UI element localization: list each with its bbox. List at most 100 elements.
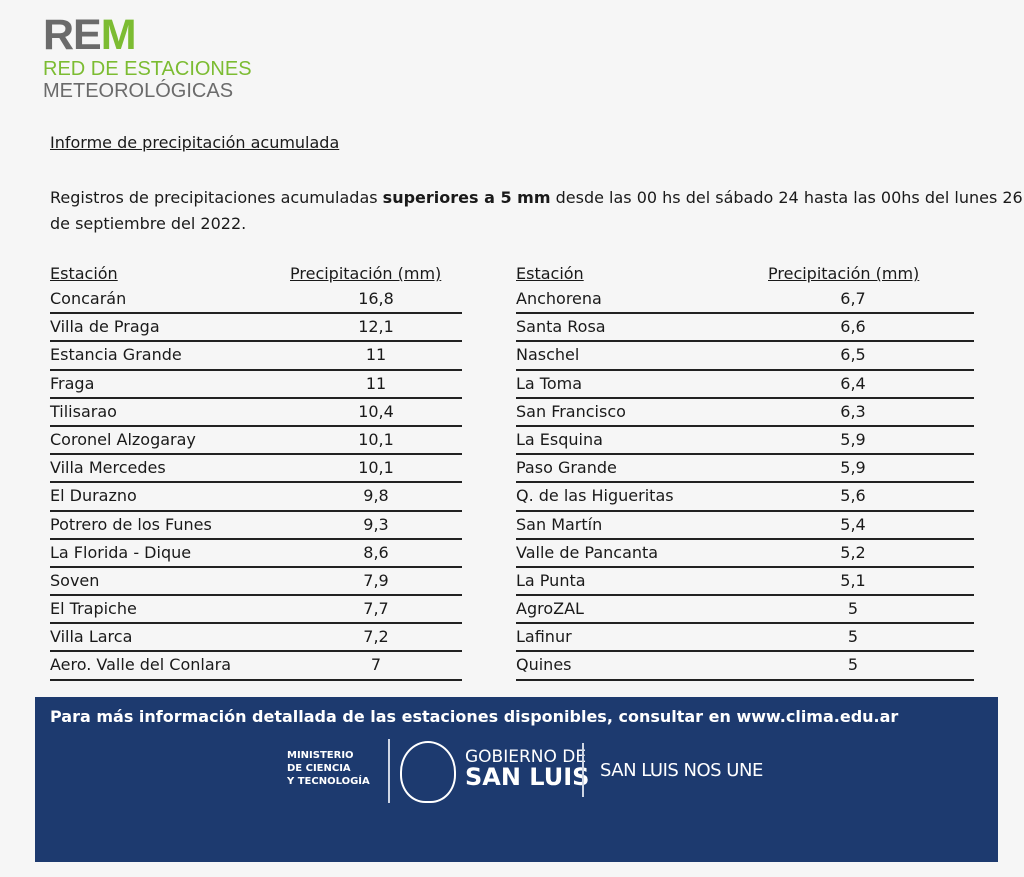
table-row: Quines 5 xyxy=(516,652,974,681)
station-name: Anchorena xyxy=(516,289,602,308)
province-seal-icon xyxy=(400,741,456,803)
table-row: Villa de Praga 12,1 xyxy=(50,314,462,343)
precip-value: 6,7 xyxy=(840,289,866,308)
table-left: Estación Precipitación (mm) Concarán 16,8 V… xyxy=(50,262,462,681)
header-precip: Precipitación (mm) xyxy=(290,264,442,283)
station-name: San Martín xyxy=(516,514,603,534)
report-title: Informe de precipitación acumulada xyxy=(50,133,340,152)
table-row: AgroZAL 5 xyxy=(516,596,974,625)
ministry-logo: MINISTERIO DE CIENCIA Y TECNOLOGÍA xyxy=(287,750,370,787)
banner-text: Para más información detallada de las es… xyxy=(50,707,899,726)
table-row: San Martín 5,4 xyxy=(516,512,974,540)
intro-text: Registros de precipitaciones acumuladas … xyxy=(50,185,1024,237)
table-row: Estancia Grande 11 xyxy=(50,342,462,371)
logo-line1: RED DE ESTACIONES xyxy=(43,58,252,80)
table-right: Estación Precipitación (mm) Anchorena 6,7 S… xyxy=(516,262,974,681)
precip-value: 10,4 xyxy=(358,401,394,421)
precip-value: 5,1 xyxy=(840,570,866,590)
table-row: Villa Larca 7,2 xyxy=(50,624,462,653)
header-precip: Precipitación (mm) xyxy=(768,264,920,283)
info-banner: Para más información detallada de las es… xyxy=(35,697,998,862)
precip-value: 10,1 xyxy=(358,429,394,449)
logo-m: M xyxy=(100,11,137,59)
station-name: Villa Mercedes xyxy=(50,458,166,478)
table-row: Valle de Pancanta 5,2 xyxy=(516,540,974,568)
intro-pre: Registros de precipitaciones acumuladas xyxy=(50,188,383,207)
station-name: Villa Larca xyxy=(50,627,133,647)
table-row: La Florida - Dique 8,6 xyxy=(50,540,462,568)
header-station: Estación xyxy=(516,264,584,283)
precip-value: 7,9 xyxy=(363,570,389,590)
slogan: SAN LUIS NOS UNE xyxy=(600,760,763,781)
station-name: Potrero de los Funes xyxy=(50,514,212,534)
station-name: Santa Rosa xyxy=(516,317,606,337)
table-row: Q. de las Higueritas 5,6 xyxy=(516,483,974,512)
table-row: Soven 7,9 xyxy=(50,568,462,597)
precip-value: 5 xyxy=(847,655,859,675)
table-row: Villa Mercedes 10,1 xyxy=(50,455,462,484)
table-row: Fraga 11 xyxy=(50,371,462,399)
precip-value: 5 xyxy=(847,627,859,647)
table-row: El Durazno 9,8 xyxy=(50,483,462,512)
station-name: La Punta xyxy=(516,570,586,590)
government-logo: GOBIERNO DE SAN LUIS xyxy=(465,747,590,791)
precip-value: 8,6 xyxy=(363,542,389,562)
precip-value: 16,8 xyxy=(358,289,394,308)
station-name: La Toma xyxy=(516,373,583,393)
precip-value: 6,3 xyxy=(840,401,866,421)
station-name: Lafinur xyxy=(516,627,572,647)
station-name: Naschel xyxy=(516,345,580,365)
table-row: San Francisco 6,3 xyxy=(516,399,974,427)
rem-logo: REM RED DE ESTACIONES METEOROLÓGICAS xyxy=(43,11,252,103)
table-row: Naschel 6,5 xyxy=(516,342,974,371)
table-row: Paso Grande 5,9 xyxy=(516,455,974,484)
table-row: La Esquina 5,9 xyxy=(516,427,974,456)
precip-value: 11 xyxy=(365,345,387,365)
station-name: Concarán xyxy=(50,289,127,308)
precip-value: 12,1 xyxy=(358,317,394,337)
station-name: El Trapiche xyxy=(50,599,137,619)
divider xyxy=(388,739,390,803)
precip-value: 5,2 xyxy=(840,542,866,562)
precip-value: 7,7 xyxy=(363,599,389,619)
station-name: La Esquina xyxy=(516,429,603,449)
station-name: AgroZAL xyxy=(516,599,584,619)
station-name: Coronel Alzogaray xyxy=(50,429,196,449)
station-name: Fraga xyxy=(50,373,95,393)
precip-value: 6,6 xyxy=(840,317,866,337)
table-row: Concarán 16,8 xyxy=(50,286,462,315)
station-name: Estancia Grande xyxy=(50,345,182,365)
precip-value: 6,4 xyxy=(840,373,866,393)
precip-value: 10,1 xyxy=(358,458,394,478)
precip-value: 5,9 xyxy=(840,429,866,449)
station-name: Villa de Praga xyxy=(50,317,160,337)
station-name: Soven xyxy=(50,570,100,590)
table-row: Aero. Valle del Conlara 7 xyxy=(50,652,462,681)
precip-value: 7 xyxy=(370,655,382,675)
precip-value: 11 xyxy=(365,373,387,393)
precip-value: 5,4 xyxy=(840,514,866,534)
table-row: Lafinur 5 xyxy=(516,624,974,653)
divider xyxy=(582,743,584,797)
station-name: La Florida - Dique xyxy=(50,542,192,562)
intro-bold: superiores a 5 mm xyxy=(382,188,551,207)
station-name: Aero. Valle del Conlara xyxy=(50,655,232,675)
logo-line2: METEOROLÓGICAS xyxy=(43,80,234,102)
station-name: Quines xyxy=(516,655,572,675)
table-row: La Punta 5,1 xyxy=(516,568,974,597)
table-row: Santa Rosa 6,6 xyxy=(516,314,974,343)
station-name: Q. de las Higueritas xyxy=(516,486,674,506)
table-row: El Trapiche 7,7 xyxy=(50,596,462,625)
table-row: Potrero de los Funes 9,3 xyxy=(50,512,462,540)
logo-rem: RE xyxy=(43,11,102,59)
station-name: San Francisco xyxy=(516,401,626,421)
station-name: Valle de Pancanta xyxy=(516,542,659,562)
table-row: Anchorena 6,7 xyxy=(516,286,974,315)
station-name: Paso Grande xyxy=(516,458,617,478)
table-row: Coronel Alzogaray 10,1 xyxy=(50,427,462,456)
table-row: La Toma 6,4 xyxy=(516,371,974,399)
precip-value: 9,3 xyxy=(363,514,389,534)
precip-value: 9,8 xyxy=(363,486,389,506)
intro-post: desde las 00 hs del sábado 24 hasta las … xyxy=(50,188,1023,233)
table-row: Tilisarao 10,4 xyxy=(50,399,462,427)
